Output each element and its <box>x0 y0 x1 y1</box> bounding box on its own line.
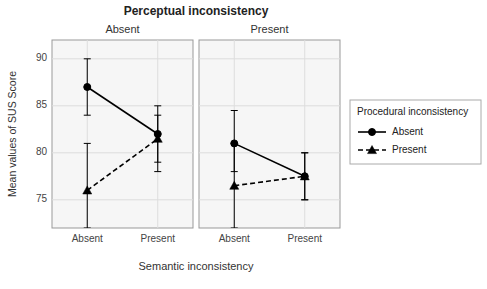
x-tick-label: Absent <box>219 233 250 244</box>
data-point <box>153 134 162 142</box>
panel-frame <box>52 40 193 228</box>
legend-marker <box>369 129 376 136</box>
legend-label: Present <box>392 144 427 155</box>
error-bar <box>301 153 308 200</box>
data-point <box>301 173 308 180</box>
error-bar <box>301 153 308 200</box>
series-line <box>234 176 305 185</box>
x-tick-label: Absent <box>72 233 103 244</box>
grid-line <box>199 105 340 106</box>
data-point <box>300 172 309 180</box>
error-bar <box>84 143 91 228</box>
grid-line <box>199 199 340 200</box>
data-point <box>230 181 239 189</box>
series-line <box>87 139 158 191</box>
y-axis-label: Mean values of SUS Score <box>6 71 18 197</box>
grid-line <box>199 58 340 59</box>
y-tick-label: 80 <box>36 146 48 157</box>
data-point <box>84 84 91 91</box>
series-line <box>234 143 305 176</box>
grid-line <box>52 152 193 153</box>
x-tick-label: Present <box>288 233 323 244</box>
legend-box <box>350 100 481 164</box>
grid-line <box>52 58 193 59</box>
y-tick-label: 85 <box>36 99 48 110</box>
grid-line <box>52 199 193 200</box>
error-bar <box>231 143 238 228</box>
legend-label: Absent <box>392 126 423 137</box>
plot-area <box>83 59 163 228</box>
error-bar <box>84 59 91 115</box>
series-line <box>87 87 158 134</box>
error-bar <box>154 115 161 171</box>
panel-frame <box>199 40 340 228</box>
panel-label: Absent <box>105 23 139 35</box>
data-point <box>83 186 92 194</box>
y-tick-label: 90 <box>36 52 48 63</box>
panel-label: Present <box>251 23 289 35</box>
title: Perceptual inconsistency <box>124 4 269 18</box>
plot-area <box>230 111 310 229</box>
chart: Perceptual inconsistency Mean values of S… <box>0 0 487 289</box>
grid-line <box>199 152 340 153</box>
x-tick-label: Present <box>141 233 176 244</box>
legend-title: Procedural inconsistency <box>357 106 468 117</box>
x-axis-label: Semantic inconsistency <box>139 260 254 272</box>
legend: Procedural inconsistency Absent Present <box>350 100 481 164</box>
y-tick-label: 75 <box>36 193 48 204</box>
grid-line <box>52 105 193 106</box>
legend-marker <box>368 146 377 154</box>
